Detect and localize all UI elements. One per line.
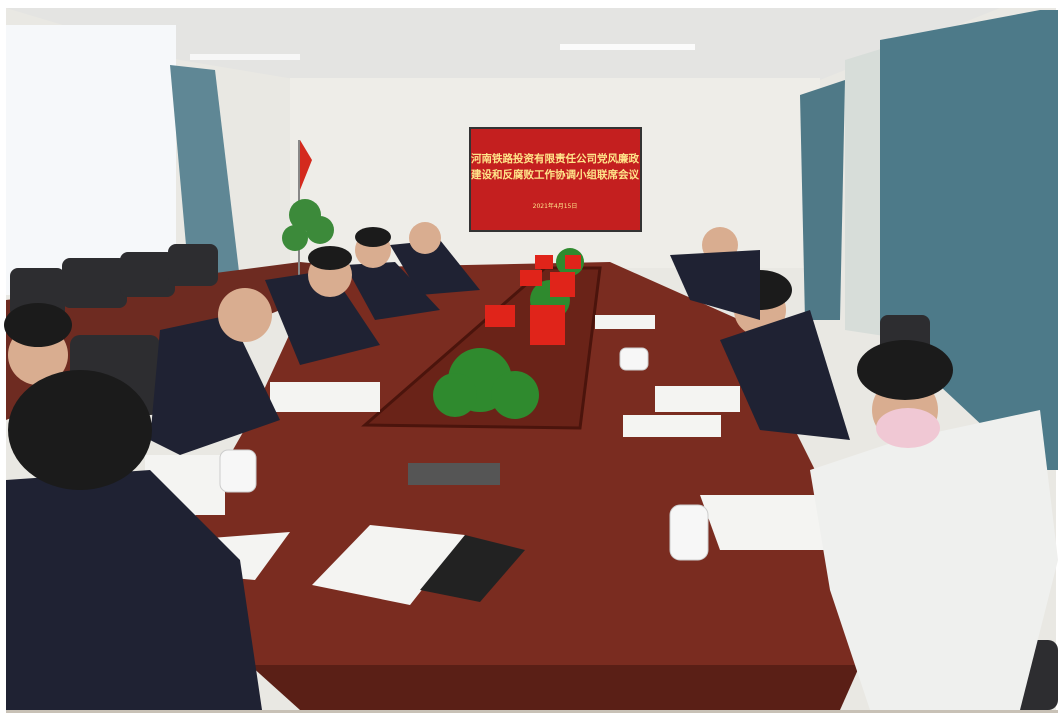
floor: [6, 710, 1058, 713]
attendees-left: [6, 240, 480, 710]
ceiling: [6, 8, 1000, 80]
curtain: [800, 80, 845, 320]
ceiling-light: [190, 54, 300, 60]
hair: [4, 227, 953, 490]
plant: [282, 199, 334, 251]
flag: [300, 140, 312, 190]
cups: [219, 347, 709, 561]
desk-flags: [485, 255, 581, 345]
tablet: [408, 463, 500, 485]
screen-title: 建设和反腐败工作协调小组联席会议: [470, 168, 639, 181]
mask: [876, 408, 940, 448]
window: [6, 25, 176, 295]
ceiling-light: [560, 44, 695, 50]
chairs: [10, 244, 1058, 710]
curtain: [170, 65, 240, 290]
screen-date: 2021年4月15日: [533, 202, 578, 210]
table-edge: [250, 665, 860, 710]
notebook: [420, 535, 525, 602]
attendee-white-jacket: [810, 410, 1058, 710]
attendees-right: [670, 250, 850, 440]
screen: [469, 127, 642, 232]
screen-title: 河南铁路投资有限责任公司党风廉政: [471, 152, 639, 165]
